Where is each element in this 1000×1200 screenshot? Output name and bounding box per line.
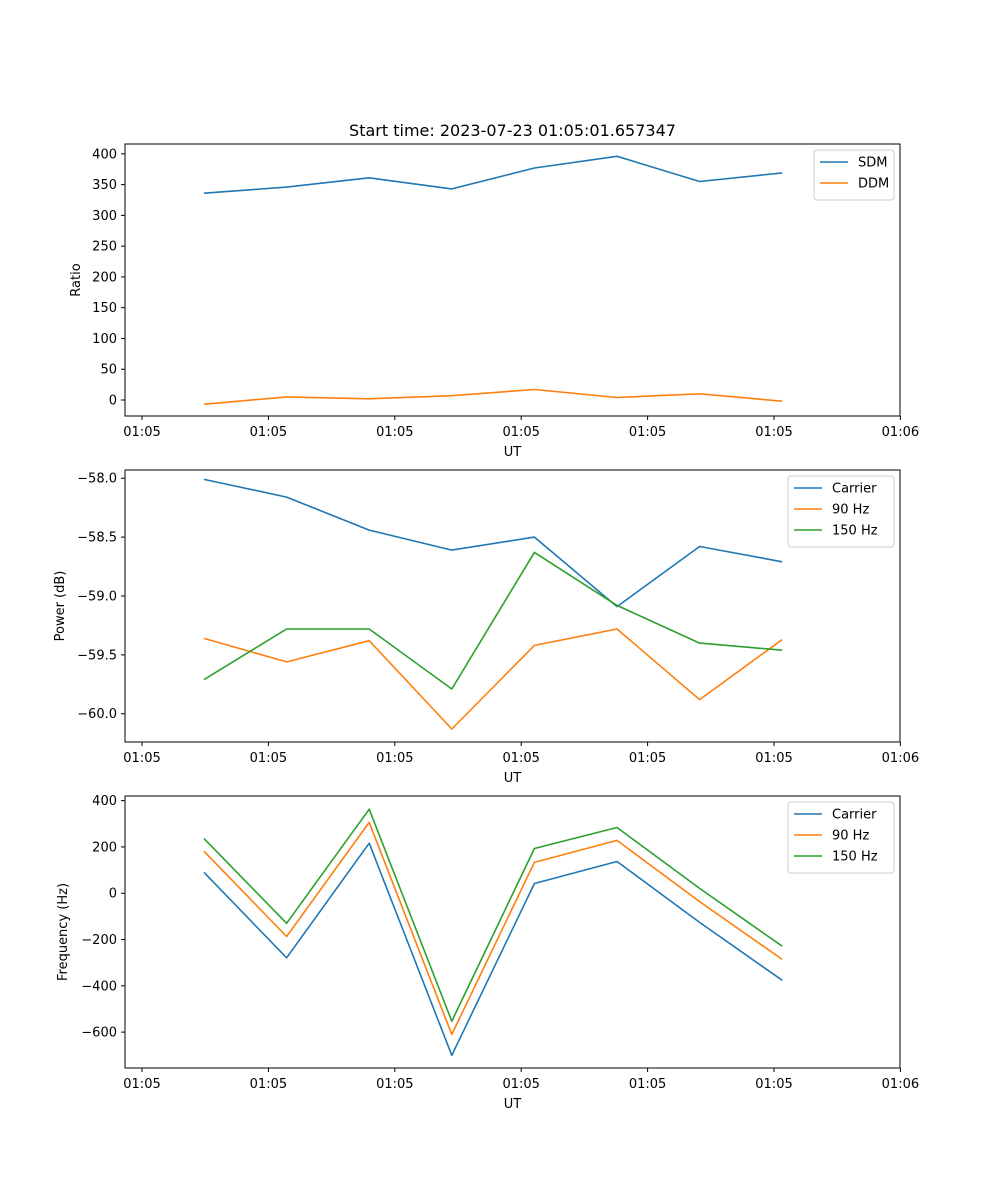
x-tick-label: 01:05: [502, 1077, 539, 1092]
x-tick-label: 01:05: [629, 1077, 666, 1092]
y-tick-label: 0: [109, 394, 117, 409]
y-tick-label: −58.5: [77, 531, 117, 546]
power-chart-legend: Carrier 90 Hz 150 Hz: [787, 475, 895, 548]
x-tick-label: 01:05: [123, 425, 160, 440]
x-tick-label: 01:05: [755, 425, 792, 440]
series-line-carrier: [203, 842, 783, 1057]
y-tick-label: −200: [81, 933, 117, 948]
x-tick-label: 01:05: [123, 1077, 160, 1092]
x-tick-label: 01:06: [882, 425, 919, 440]
legend-label: Carrier: [832, 808, 877, 823]
x-tick-label: 01:05: [123, 751, 160, 766]
y-tick-label: 50: [100, 363, 117, 378]
legend-label: 150 Hz: [832, 524, 878, 539]
x-tick-label: 01:05: [502, 751, 539, 766]
legend-label: 90 Hz: [832, 503, 869, 518]
y-tick-label: −59.0: [77, 589, 117, 604]
frequency-chart: 01:05 01:05 01:05 01:05 01:05 01:05 01:06 −600 −…: [56, 794, 919, 1112]
y-tick-label: 100: [92, 332, 117, 347]
x-tick-label: 01:06: [882, 1077, 919, 1092]
x-tick-label: 01:05: [376, 425, 413, 440]
frequency-chart-xlabel: UT: [504, 1097, 522, 1112]
legend-label: DDM: [858, 177, 889, 192]
series-line-90-hz: [203, 628, 783, 730]
y-tick-label: 350: [92, 178, 117, 193]
power-chart: 01:05 01:05 01:05 01:05 01:05 01:05 01:06 −60.0…: [53, 469, 919, 786]
power-chart-xlabel: UT: [504, 771, 522, 786]
series-line-150-hz: [203, 551, 783, 690]
ratio-chart-xlabel: UT: [504, 445, 522, 460]
y-tick-label: −58.0: [77, 472, 117, 487]
x-tick-label: 01:05: [250, 1077, 287, 1092]
y-tick-label: 150: [92, 301, 117, 316]
y-tick-label: −600: [81, 1026, 117, 1041]
ratio-chart-ylabel: Ratio: [69, 263, 84, 296]
frequency-chart-frame: [124, 795, 901, 1069]
x-tick-label: 01:05: [376, 751, 413, 766]
x-tick-label: 01:05: [376, 1077, 413, 1092]
x-tick-label: 01:06: [882, 751, 919, 766]
frequency-chart-ylabel: Frequency (Hz): [56, 883, 71, 981]
y-tick-label: −400: [81, 979, 117, 994]
x-tick-label: 01:05: [629, 425, 666, 440]
legend-label: Carrier: [832, 482, 877, 497]
y-tick-label: 400: [92, 147, 117, 162]
x-tick-label: 01:05: [250, 425, 287, 440]
x-tick-label: 01:05: [755, 1077, 792, 1092]
x-tick-label: 01:05: [250, 751, 287, 766]
frequency-chart-marks: 01:05 01:05 01:05 01:05 01:05 01:05 01:06 −600 −…: [81, 794, 919, 1092]
power-chart-marks: 01:05 01:05 01:05 01:05 01:05 01:05 01:06 −60.0…: [77, 472, 919, 766]
x-tick-label: 01:05: [629, 751, 666, 766]
ratio-chart-marks: 01:05 01:05 01:05 01:05 01:05 01:05 01:06 0 50 10…: [92, 147, 919, 440]
y-tick-label: 400: [92, 794, 117, 809]
series-line-150-hz: [203, 808, 783, 1023]
series-line-90-hz: [203, 821, 783, 1036]
legend-label: SDM: [858, 156, 887, 171]
legend-label: 90 Hz: [832, 829, 869, 844]
ratio-chart-legend: SDM DDM: [813, 149, 895, 201]
y-tick-label: −60.0: [77, 707, 117, 722]
y-tick-label: 0: [109, 887, 117, 902]
power-chart-frame: [124, 469, 901, 743]
y-tick-label: −59.5: [77, 648, 117, 663]
x-tick-label: 01:05: [755, 751, 792, 766]
series-line-carrier: [203, 478, 783, 608]
y-tick-label: 250: [92, 240, 117, 255]
series-line-sdm: [203, 155, 783, 194]
y-tick-label: 200: [92, 270, 117, 285]
x-tick-label: 01:05: [502, 425, 539, 440]
power-chart-ylabel: Power (dB): [53, 571, 68, 642]
y-tick-label: 300: [92, 209, 117, 224]
frequency-chart-legend: Carrier 90 Hz 150 Hz: [787, 801, 895, 874]
series-line-ddm: [203, 388, 783, 406]
legend-label: 150 Hz: [832, 850, 878, 865]
y-tick-label: 200: [92, 840, 117, 855]
chart-title: Start time: 2023-07-23 01:05:01.657347: [349, 121, 676, 140]
ratio-chart-frame: [124, 143, 901, 417]
ratio-chart: Start time: 2023-07-23 01:05:01.657347 0…: [69, 121, 919, 460]
